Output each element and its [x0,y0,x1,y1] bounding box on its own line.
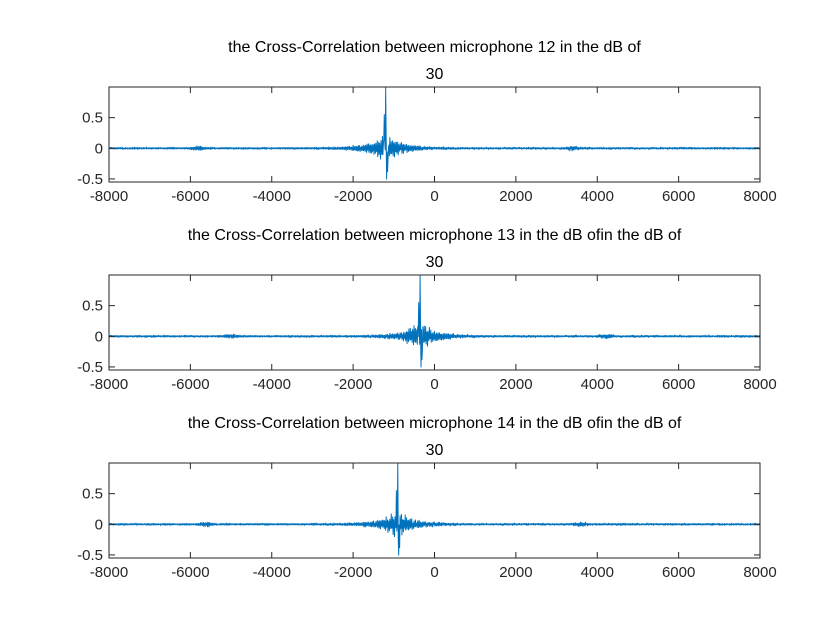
x-tick-label: 4000 [581,376,614,393]
x-tick-label: 6000 [662,564,695,581]
x-tick-label: -8000 [90,188,128,205]
axes-box [108,86,761,183]
cross-correlation-line [108,462,761,556]
x-tick-label: -8000 [90,564,128,581]
x-tick-label: 0 [430,188,438,205]
x-tick-label: -2000 [334,564,372,581]
subplot-2: -8000 -6000 -4000 -2000 0 2000 4000 6000 8000 -0.… [77,227,777,393]
x-tick-label: -4000 [253,376,291,393]
x-tick-label: 0 [430,376,438,393]
y-tick-label: 0 [95,140,103,157]
x-tick-label: 6000 [662,188,695,205]
y-tick-label: -0.5 [77,171,103,188]
x-tick-label: 6000 [662,376,695,393]
x-tick-label: -4000 [253,188,291,205]
subplot-title-line: the Cross-Correlation between microphone… [228,39,641,56]
axes-box [108,462,761,559]
x-tick-label: -8000 [90,376,128,393]
x-tick-label: 8000 [743,376,776,393]
x-tick-label: -4000 [253,564,291,581]
x-tick-label: 4000 [581,564,614,581]
subplot-title-line: 30 [426,442,444,459]
subplot-3: -8000 -6000 -4000 -2000 0 2000 4000 6000 8000 -0.… [77,415,777,581]
y-tick-label: -0.5 [77,547,103,564]
axes-box [108,274,761,371]
subplot-title-line: the Cross-Correlation between microphone… [188,415,682,432]
x-tick-label: -6000 [171,188,209,205]
y-tick-label: 0 [95,328,103,345]
y-tick-label: 0.5 [82,298,103,315]
x-tick-label: 4000 [581,188,614,205]
x-tick-label: 8000 [743,564,776,581]
y-tick-label: 0.5 [82,486,103,503]
subplot-title-line: the Cross-Correlation between microphone… [188,227,682,244]
y-tick-label: 0.5 [82,110,103,127]
x-tick-label: 2000 [499,564,532,581]
subplot-title-line: 30 [426,254,444,271]
y-tick-label: 0 [95,516,103,533]
cross-correlation-line [108,274,761,368]
cross-correlation-line [108,86,761,180]
x-tick-label: 0 [430,564,438,581]
x-tick-label: 8000 [743,188,776,205]
x-tick-label: -2000 [334,188,372,205]
subplot-1: -8000 -6000 -4000 -2000 0 2000 4000 6000 8000 -0.… [77,39,777,205]
x-tick-label: -2000 [334,376,372,393]
x-tick-label: -6000 [171,564,209,581]
x-tick-label: -6000 [171,376,209,393]
y-tick-label: -0.5 [77,359,103,376]
x-tick-label: 2000 [499,188,532,205]
subplot-title-line: 30 [426,66,444,83]
x-tick-label: 2000 [499,376,532,393]
